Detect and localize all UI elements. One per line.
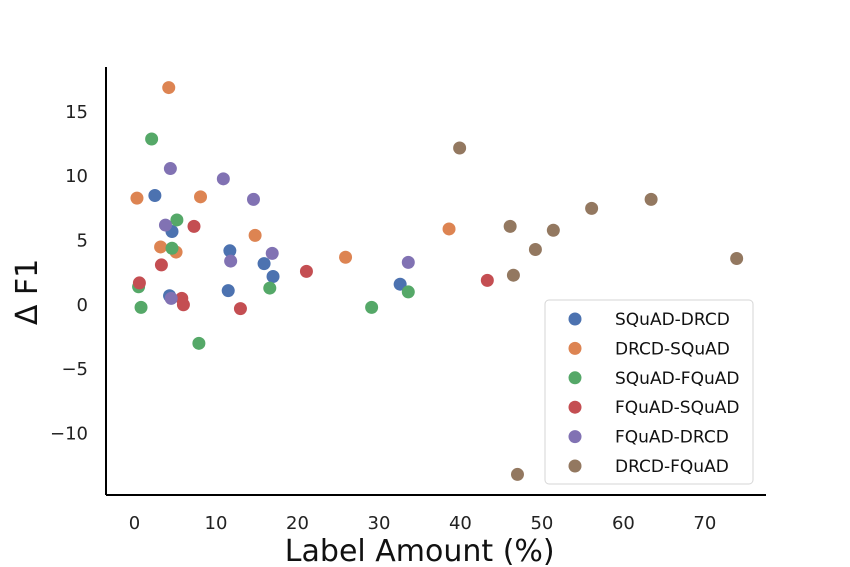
x-tick-label: 20 (286, 513, 309, 534)
point-fquad-squad (176, 298, 190, 312)
point-drcd-squad (248, 228, 262, 242)
legend-label-fquad-squad: FQuAD-SQuAD (615, 398, 739, 418)
point-fquad-drcd (158, 218, 172, 232)
point-fquad-drcd (164, 291, 178, 305)
y-tick-label: 15 (65, 102, 88, 123)
point-fquad-squad (480, 273, 494, 287)
point-fquad-drcd (401, 255, 415, 269)
y-tick-label: 10 (65, 166, 88, 187)
point-squad-fquad (263, 281, 277, 295)
point-drcd-squad (194, 190, 208, 204)
legend-marker-squad-fquad (568, 371, 582, 385)
x-tick-label: 50 (530, 513, 553, 534)
point-squad-fquad (365, 300, 379, 314)
point-squad-fquad (401, 285, 415, 299)
y-tick-label: 0 (77, 295, 88, 316)
y-tick-label: 5 (77, 231, 88, 252)
point-squad-drcd (266, 270, 280, 284)
legend: SQuAD-DRCD DRCD-SQuAD SQuAD-FQuAD FQuAD-SQu… (544, 299, 754, 485)
point-drcd-squad (442, 222, 456, 236)
point-drcd-fquad (510, 467, 524, 481)
point-drcd-fquad (528, 243, 542, 257)
point-drcd-fquad (453, 141, 467, 155)
point-squad-drcd (148, 189, 162, 203)
point-fquad-drcd (216, 172, 230, 186)
point-fquad-squad (132, 276, 146, 290)
legend-label-drcd-fquad: DRCD-FQuAD (615, 457, 729, 477)
legend-marker-drcd-fquad (568, 459, 582, 473)
point-drcd-fquad (644, 192, 658, 206)
legend-box (544, 299, 754, 485)
point-squad-drcd (257, 257, 271, 271)
point-drcd-squad (154, 240, 168, 254)
point-drcd-fquad (546, 223, 560, 237)
point-squad-drcd (223, 244, 237, 258)
legend-marker-drcd-squad (568, 341, 582, 355)
point-fquad-drcd (265, 246, 279, 260)
point-fquad-drcd (224, 254, 238, 268)
y-axis-title: Δ F1 (10, 259, 45, 325)
point-squad-drcd (221, 284, 235, 298)
point-squad-drcd (393, 277, 407, 291)
point-squad-fquad (192, 336, 206, 350)
point-fquad-drcd (163, 162, 177, 176)
point-squad-fquad (145, 132, 159, 146)
point-drcd-fquad (585, 201, 599, 215)
x-tick-label: 60 (612, 513, 635, 534)
point-fquad-squad (187, 219, 201, 233)
legend-label-squad-fquad: SQuAD-FQuAD (615, 369, 739, 389)
point-drcd-squad (339, 250, 353, 264)
x-tick-label: 10 (205, 513, 228, 534)
point-drcd-squad (130, 191, 144, 205)
point-squad-fquad (134, 300, 148, 314)
y-tick-label: −10 (50, 423, 88, 444)
legend-marker-fquad-squad (568, 400, 582, 414)
x-axis-title: Label Amount (%) (285, 534, 555, 567)
x-tick-label: 70 (693, 513, 716, 534)
point-drcd-fquad (503, 219, 517, 233)
point-drcd-fquad (506, 268, 520, 282)
point-fquad-squad (299, 264, 313, 278)
x-tick-label: 30 (368, 513, 391, 534)
x-tick-label: 40 (449, 513, 472, 534)
legend-marker-fquad-drcd (568, 430, 582, 444)
y-tick-label: −5 (61, 359, 88, 380)
x-tick-label: 0 (129, 513, 140, 534)
point-drcd-squad (162, 81, 176, 95)
legend-label-fquad-drcd: FQuAD-DRCD (615, 428, 729, 448)
point-fquad-squad (154, 258, 168, 272)
axes: 0 10 20 30 40 50 60 70 −10 −5 0 5 10 15 Label Amount (… (10, 67, 766, 567)
plot-area (130, 81, 744, 481)
point-squad-fquad (170, 213, 184, 227)
point-fquad-drcd (246, 192, 260, 206)
legend-marker-squad-drcd (568, 312, 582, 326)
legend-label-drcd-squad: DRCD-SQuAD (615, 339, 730, 359)
legend-label-squad-drcd: SQuAD-DRCD (615, 310, 730, 330)
point-squad-fquad (165, 241, 179, 255)
point-drcd-fquad (730, 252, 744, 266)
point-fquad-squad (233, 302, 247, 316)
